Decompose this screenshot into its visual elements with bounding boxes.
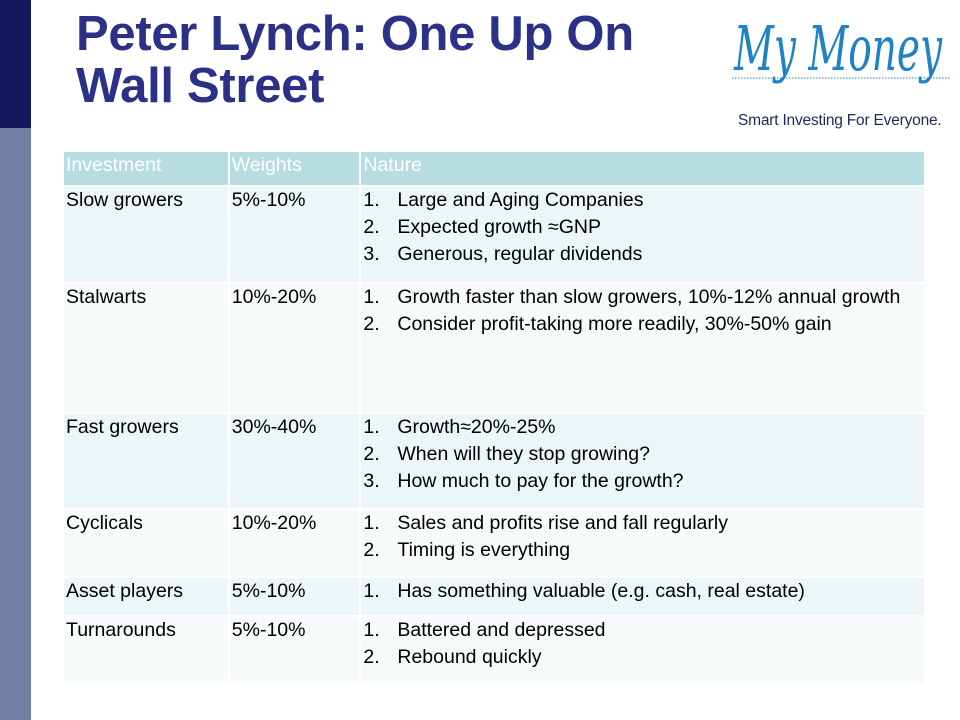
nature-cell: 1. Sales and profits rise and fall regula… <box>359 508 926 578</box>
logo-wordmark-text: My Money <box>733 12 942 85</box>
table-row: Slow growers 5%-10% 1. Large and Aging Co… <box>62 185 926 284</box>
list-item: 2. Consider profit-taking more readily, 3… <box>363 313 832 335</box>
weights-cell: 5%-10% <box>227 185 362 284</box>
weights-cell: 5%-10% <box>227 576 362 617</box>
nature-cell: 1. Has something valuable (e.g. cash, rea… <box>359 576 926 617</box>
list-item: 1. Battered and depressed <box>363 619 606 641</box>
header-investment: Investment <box>62 150 230 187</box>
nature-cell: 1. Large and Aging Companies 2. Expected g… <box>359 185 926 284</box>
list-item: 1. Growth≈20%-25% <box>363 416 556 438</box>
investment-table: Investment Weights Nature Slow growers 5… <box>62 150 926 685</box>
investment-cell: Turnarounds <box>62 615 230 685</box>
nature-list: 1. Growth faster than slow growers, 10%-1… <box>363 284 922 338</box>
investment-cell: Slow growers <box>62 185 230 284</box>
nature-cell: 1. Growth faster than slow growers, 10%-1… <box>359 282 926 414</box>
list-item: 3. Generous, regular dividends <box>363 243 643 265</box>
nature-list: 1. Sales and profits rise and fall regula… <box>363 510 922 564</box>
logo-wordmark-icon: My Money <box>732 12 950 85</box>
header-weights: Weights <box>227 150 362 187</box>
table-row: Turnarounds 5%-10% 1. Battered and depres… <box>62 615 926 685</box>
weights-cell: 5%-10% <box>227 615 362 685</box>
investment-cell: Fast growers <box>62 412 230 510</box>
header-nature: Nature <box>359 150 926 187</box>
nature-list: 1. Large and Aging Companies 2. Expected g… <box>363 187 922 268</box>
investment-cell: Cyclicals <box>62 508 230 578</box>
nature-cell: 1. Battered and depressed 2. Rebound quick… <box>359 615 926 685</box>
list-item: 2. When will they stop growing? <box>363 443 650 465</box>
nature-list: 1. Has something valuable (e.g. cash, rea… <box>363 578 922 605</box>
list-item: 3. How much to pay for the growth? <box>363 470 684 492</box>
weights-cell: 30%-40% <box>227 412 362 510</box>
list-item: 1. Large and Aging Companies <box>363 189 644 211</box>
my-money-logo: My Money Smart Investing For Everyone. <box>728 8 954 130</box>
list-item: 1. Growth faster than slow growers, 10%-1… <box>363 286 901 308</box>
list-item: 1. Sales and profits rise and fall regula… <box>363 512 728 534</box>
list-item: 2. Expected growth ≈GNP <box>363 216 602 238</box>
sidebar-accent-light <box>0 128 31 720</box>
list-item: 2. Rebound quickly <box>363 646 542 668</box>
investment-cell: Asset players <box>62 576 230 617</box>
table-header-row: Investment Weights Nature <box>62 150 926 187</box>
slide-title-line-1: Peter Lynch: One Up On <box>76 7 634 61</box>
table-row: Fast growers 30%-40% 1. Growth≈20%-25% 2.… <box>62 412 926 510</box>
nature-list: 1. Battered and depressed 2. Rebound quick… <box>363 617 922 671</box>
logo-tagline: Smart Investing For Everyone. <box>738 112 942 129</box>
table-row: Stalwarts 10%-20% 1. Growth faster than s… <box>62 282 926 414</box>
list-item: 1. Has something valuable (e.g. cash, rea… <box>363 580 805 602</box>
investment-cell: Stalwarts <box>62 282 230 414</box>
nature-list: 1. Growth≈20%-25% 2. When will they stop g… <box>363 414 922 495</box>
weights-cell: 10%-20% <box>227 282 362 414</box>
slide-title-line-2: Wall Street <box>76 59 325 113</box>
list-item: 2. Timing is everything <box>363 539 571 561</box>
table-row: Cyclicals 10%-20% 1. Sales and profits ri… <box>62 508 926 578</box>
slide-title: Peter Lynch: One Up On Wall Street <box>76 8 736 112</box>
sidebar-accent-dark <box>0 0 31 128</box>
table-row: Asset players 5%-10% 1. Has something val… <box>62 576 926 617</box>
nature-cell: 1. Growth≈20%-25% 2. When will they stop g… <box>359 412 926 510</box>
weights-cell: 10%-20% <box>227 508 362 578</box>
